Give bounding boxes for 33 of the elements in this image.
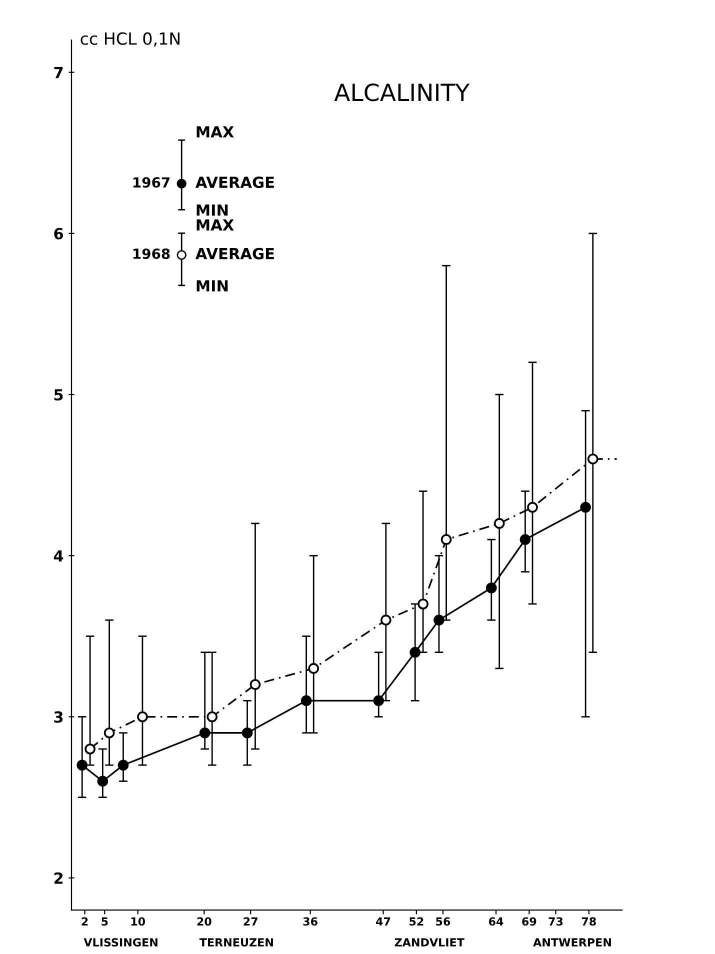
y-tick-label: 5 (54, 389, 63, 401)
y-tick-label: 4 (54, 550, 64, 562)
text: ALCALINITY (334, 83, 470, 102)
text: ANTWERPEN (533, 938, 611, 946)
text: ZANDVLIET (394, 938, 464, 946)
annotation: MIN (196, 280, 228, 292)
legend-label: 1968 (134, 248, 170, 259)
x-tick-label: 73 (548, 917, 563, 926)
annotation: AVERAGE (195, 248, 274, 260)
text: TERNEUZEN (199, 938, 273, 947)
y-tick-label: 7 (54, 66, 63, 78)
x-tick-label: 20 (197, 917, 212, 926)
x-tick-label: 69 (522, 917, 536, 926)
y-tick-label: 2 (54, 872, 63, 884)
legend-label: 1967 (134, 177, 170, 188)
x-tick-label: 36 (303, 917, 318, 926)
x-tick-label: 5 (102, 917, 108, 926)
annotation: AVERAGE (195, 176, 274, 188)
annotation: MAX (196, 219, 234, 230)
annotation: MIN (196, 204, 228, 216)
y-axis-title: cc HCL 0,1N (80, 32, 180, 47)
text: VLISSINGEN (84, 938, 158, 947)
x-tick-label: 52 (410, 917, 424, 926)
x-tick-label: 27 (244, 917, 258, 926)
x-tick-label: 2 (82, 917, 88, 926)
y-tick-label: 3 (54, 711, 63, 723)
x-tick-label: 64 (488, 917, 504, 926)
x-tick-label: 78 (582, 917, 596, 926)
annotation: MAX (196, 126, 234, 138)
x-tick-label: 47 (376, 917, 390, 926)
x-tick-label: 56 (436, 917, 450, 926)
y-tick-label: 6 (54, 228, 64, 240)
x-tick-label: 10 (131, 917, 146, 926)
